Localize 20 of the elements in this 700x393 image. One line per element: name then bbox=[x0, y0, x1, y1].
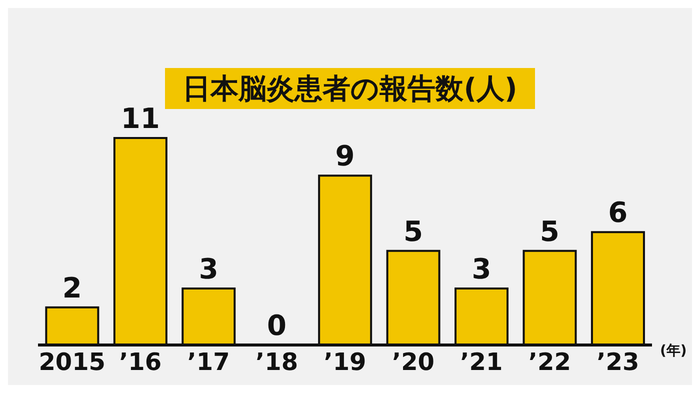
data-label: 11 bbox=[120, 102, 160, 135]
x-tick-label: ’17 bbox=[187, 348, 230, 376]
x-tick-label: ’21 bbox=[460, 348, 503, 376]
data-label: 3 bbox=[472, 252, 492, 286]
data-label: 2 bbox=[62, 271, 82, 304]
data-label: 5 bbox=[403, 214, 423, 248]
chart-title: 日本脳炎患者の報告数(人) bbox=[164, 68, 536, 109]
data-label: 0 bbox=[267, 309, 287, 342]
x-tick-label: 2015 bbox=[38, 348, 106, 376]
x-tick-label: ’18 bbox=[256, 348, 298, 376]
x-tick-label: ’20 bbox=[392, 348, 434, 376]
data-label: 6 bbox=[608, 196, 628, 230]
x-axis-title: (年) bbox=[660, 342, 687, 360]
x-tick-label: ’22 bbox=[528, 348, 571, 376]
x-tick-label: ’19 bbox=[324, 348, 366, 376]
x-tick-label: ’16 bbox=[119, 348, 162, 376]
data-label: 9 bbox=[335, 140, 355, 173]
x-tick-label: ’23 bbox=[596, 348, 640, 376]
data-label: 3 bbox=[198, 252, 218, 286]
data-label: 5 bbox=[540, 214, 560, 248]
